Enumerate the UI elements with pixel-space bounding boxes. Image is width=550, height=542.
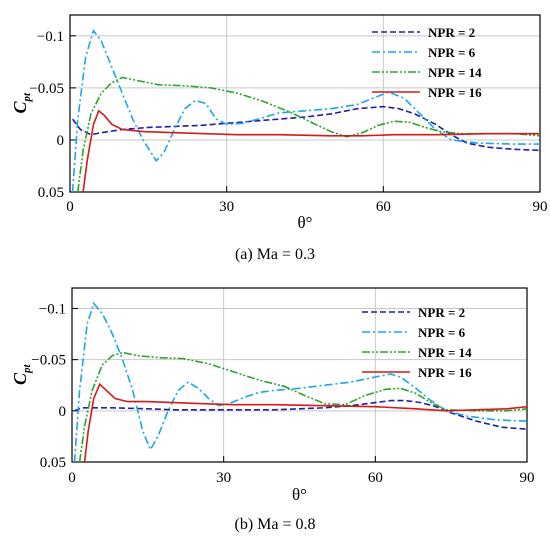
legend-label: NPR = 14 <box>428 65 482 80</box>
x-axis-label: θ° <box>292 485 307 504</box>
y-tick-label: 0.05 <box>38 185 64 201</box>
series-line-14 <box>78 351 527 462</box>
y-axis-label: Cpt <box>10 92 33 114</box>
series-group <box>73 301 527 462</box>
x-tick-label: 60 <box>368 470 383 486</box>
series-line-16 <box>83 382 527 462</box>
y-tick-label: 0 <box>57 133 65 149</box>
x-tick-label: 0 <box>66 199 74 215</box>
legend-label: NPR = 6 <box>418 325 466 340</box>
x-tick-label: 0 <box>68 470 76 486</box>
legend-label: NPR = 14 <box>418 345 472 360</box>
y-axis-label: Cpt <box>10 363 33 385</box>
legend-label: NPR = 2 <box>428 25 475 40</box>
x-axis-label: θ° <box>298 213 313 232</box>
legend-label: NPR = 6 <box>428 45 476 60</box>
legend: NPR = 2 NPR = 6 NPR = 14 NPR = 16 <box>372 25 482 100</box>
y-axis-label-subscript: pt <box>21 363 33 374</box>
plot-frame <box>71 287 528 463</box>
series-line-6 <box>73 301 527 462</box>
series-line-16 <box>82 109 540 192</box>
y-tick-label: −0.1 <box>37 29 64 45</box>
panel-caption: (a) Ma = 0.3 <box>235 246 315 263</box>
y-tick-label: 0.05 <box>40 455 66 471</box>
series-line-2 <box>71 105 540 152</box>
y-tick-label: −0.1 <box>39 301 66 317</box>
legend-label: NPR = 16 <box>428 85 482 100</box>
x-tick-label: 90 <box>533 199 548 215</box>
x-tick-label: 60 <box>376 199 391 215</box>
panel-caption: (b) Ma = 0.8 <box>234 516 315 533</box>
x-tick-label: 30 <box>216 470 231 486</box>
y-tick-label: −0.05 <box>31 353 66 369</box>
plot-frame <box>69 14 541 193</box>
series-group <box>71 28 540 192</box>
y-tick-label: 0 <box>59 404 67 420</box>
x-tick-label: 90 <box>520 470 535 486</box>
series-line-14 <box>77 76 540 192</box>
legend: NPR = 2 NPR = 6 NPR = 14 NPR = 16 <box>362 305 472 380</box>
legend-label: NPR = 16 <box>418 365 472 380</box>
y-axis-label-subscript: pt <box>21 92 33 103</box>
series-line-6 <box>71 28 540 192</box>
x-tick-label: 30 <box>219 199 234 215</box>
y-tick-label: −0.05 <box>29 81 64 97</box>
legend-label: NPR = 2 <box>418 305 465 320</box>
